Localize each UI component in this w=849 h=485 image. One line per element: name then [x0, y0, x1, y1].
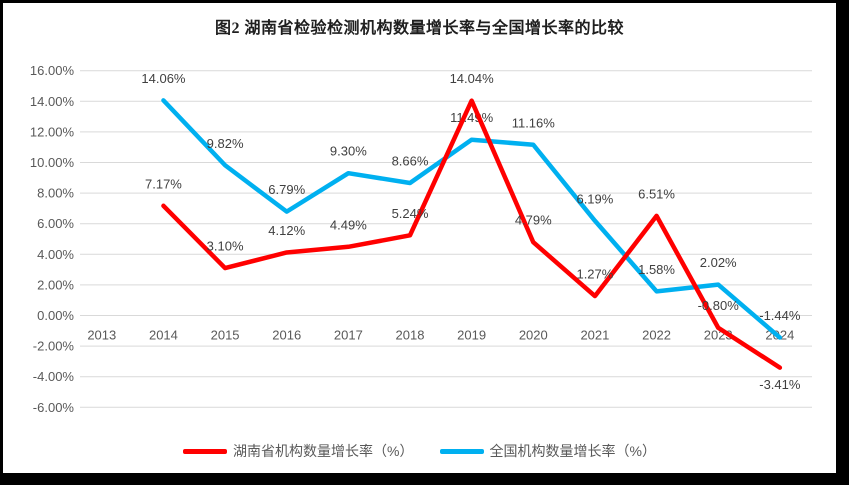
hunan-data-label: -0.80% [698, 298, 740, 313]
national-data-label: 1.58% [638, 262, 675, 277]
y-axis-tick-label: -2.00% [33, 339, 75, 354]
y-axis-tick-label: 8.00% [37, 186, 74, 201]
hunan-data-label: 1.27% [576, 267, 613, 282]
national-data-label: 11.16% [512, 115, 556, 130]
legend-item-hunan: 湖南省机构数量增长率（%） [183, 441, 414, 461]
x-axis-year-label: 2016 [272, 328, 301, 343]
national-data-label: 6.19% [576, 191, 613, 206]
legend-label-national: 全国机构数量增长率（%） [489, 443, 656, 459]
national-data-label: 8.66% [392, 154, 429, 169]
y-axis-tick-label: 6.00% [37, 216, 74, 231]
y-axis-tick-label: -4.00% [33, 369, 75, 384]
hunan-data-label: 4.79% [515, 213, 552, 228]
national-data-label: 9.82% [207, 136, 244, 151]
hunan-data-label: 7.17% [145, 176, 182, 191]
national-data-label: 14.06% [141, 71, 186, 86]
y-axis-tick-label: 12.00% [30, 124, 75, 139]
x-axis-year-label: 2020 [519, 328, 548, 343]
hunan-data-label: -3.41% [759, 377, 801, 392]
y-axis-tick-label: 10.00% [30, 155, 75, 170]
x-axis-year-label: 2017 [334, 328, 363, 343]
national-data-label: 11.49% [450, 110, 494, 125]
hunan-data-label: 14.04% [450, 71, 495, 86]
line-chart-plot-area: 16.00% 14.00% 12.00% 10.00% 8.00% 6.00% 4.00% 2… [30, 63, 812, 415]
y-axis-tick-label: 4.00% [37, 247, 74, 262]
national-data-label: 6.79% [268, 182, 305, 197]
national-series-line [161, 98, 783, 340]
national-data-label: 2.02% [700, 255, 737, 270]
y-axis-tick-label: 14.00% [30, 94, 75, 109]
chart-title: 图2 湖南省检验检测机构数量增长率与全国增长率的比较 [214, 20, 624, 37]
x-axis-year-label: 2022 [642, 328, 671, 343]
legend-swatch-national [439, 448, 484, 454]
national-data-label: 9.30% [330, 144, 367, 159]
y-axis-tick-label: -6.00% [33, 400, 75, 415]
x-axis-year-label: 2014 [149, 328, 178, 343]
y-axis-tick-label: 16.00% [30, 63, 75, 78]
hunan-data-label: 4.12% [268, 223, 305, 238]
legend-item-national: 全国机构数量增长率（%） [439, 441, 656, 461]
y-axis-tick-label: 2.00% [37, 277, 74, 292]
hunan-data-label: 4.49% [330, 217, 367, 232]
chart-canvas: 图2 湖南省检验检测机构数量增长率与全国增长率的比较 16.00% 14.00% 1… [3, 3, 836, 473]
hunan-series-line [161, 98, 783, 370]
x-axis-year-label: 2019 [457, 328, 486, 343]
chart-legend: 湖南省机构数量增长率（%） 全国机构数量增长率（%） [3, 441, 836, 461]
legend-swatch-hunan [183, 448, 228, 454]
x-axis-year-label: 2018 [396, 328, 425, 343]
national-data-label: -1.44% [759, 308, 801, 323]
legend-label-hunan: 湖南省机构数量增长率（%） [233, 443, 414, 459]
x-axis-year-label: 2021 [580, 328, 609, 343]
x-axis-year-label: 2015 [211, 328, 240, 343]
hunan-data-label: 3.10% [207, 239, 244, 254]
y-axis-tick-label: 0.00% [37, 308, 74, 323]
hunan-data-label: 6.51% [638, 186, 675, 201]
hunan-data-label: 5.24% [392, 206, 429, 221]
x-axis-year-label: 2013 [87, 328, 116, 343]
